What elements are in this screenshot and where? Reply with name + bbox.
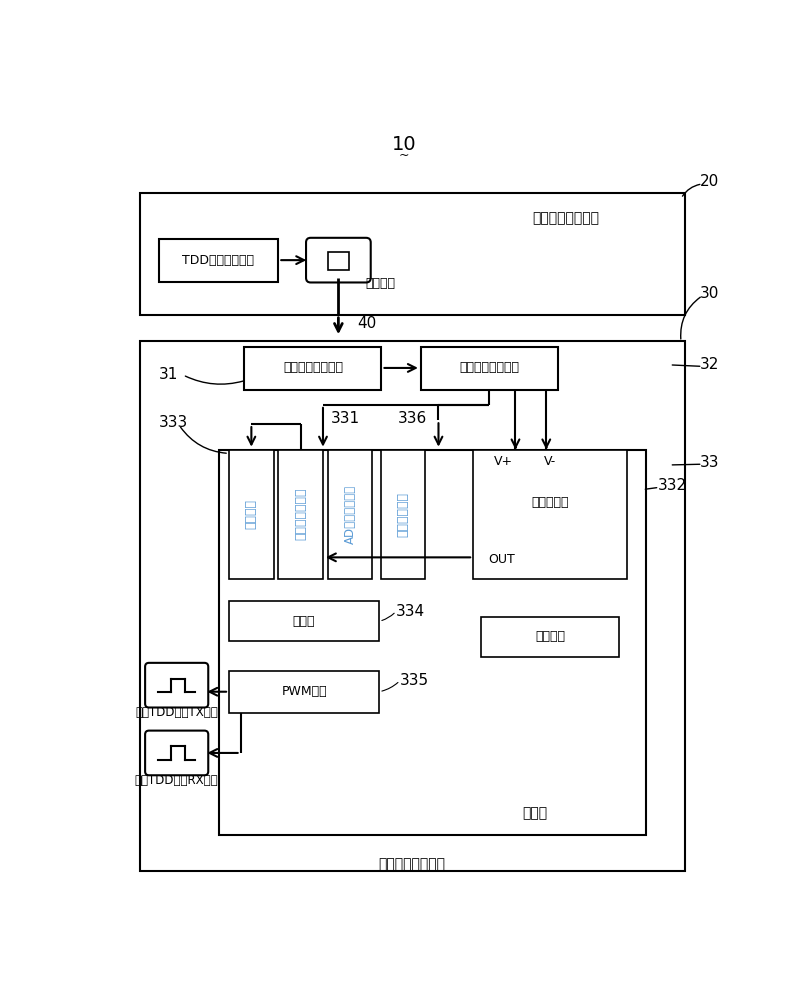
Text: 恢复TDD同步RX信号: 恢复TDD同步RX信号 <box>135 774 218 787</box>
Bar <box>244 347 381 389</box>
Text: 单片机: 单片机 <box>521 806 547 820</box>
Text: 内部比较器输出: 内部比较器输出 <box>294 488 307 540</box>
Text: 内部比较器: 内部比较器 <box>530 496 569 509</box>
Text: 33: 33 <box>699 455 719 470</box>
Text: 射频线缆: 射频线缆 <box>365 277 395 290</box>
Bar <box>140 193 684 315</box>
Bar <box>327 450 371 579</box>
Bar <box>140 341 684 871</box>
Text: 20: 20 <box>699 174 719 189</box>
Bar <box>229 601 379 641</box>
Text: 10: 10 <box>391 135 415 154</box>
Bar <box>420 347 557 389</box>
Text: 332: 332 <box>657 478 686 493</box>
Text: 331: 331 <box>330 411 359 426</box>
FancyBboxPatch shape <box>145 731 208 775</box>
Text: 333: 333 <box>159 415 188 430</box>
Text: 同步信号整形电路: 同步信号整形电路 <box>459 361 519 374</box>
FancyBboxPatch shape <box>145 663 208 708</box>
Text: V+: V+ <box>494 455 513 468</box>
Text: 335: 335 <box>400 673 428 688</box>
Bar <box>229 450 273 579</box>
Text: 30: 30 <box>699 286 719 301</box>
Text: 有源天线远端模块: 有源天线远端模块 <box>378 858 444 872</box>
Bar <box>219 450 646 835</box>
Text: OUT: OUT <box>488 553 515 566</box>
Text: 中断引脚: 中断引脚 <box>245 499 258 529</box>
Bar <box>480 617 619 657</box>
Text: 同步信号检波电路: 同步信号检波电路 <box>282 361 342 374</box>
Bar <box>278 450 323 579</box>
Text: AD检测输入引脚: AD检测输入引脚 <box>343 485 356 544</box>
Bar <box>229 671 379 713</box>
Text: V-: V- <box>543 455 556 468</box>
Text: 31: 31 <box>159 367 178 382</box>
Text: TDD同步信号产生: TDD同步信号产生 <box>182 254 254 267</box>
Bar <box>327 252 349 270</box>
Text: 定时器: 定时器 <box>293 615 315 628</box>
Text: 串口通信: 串口通信 <box>534 630 564 643</box>
Text: 32: 32 <box>699 357 719 372</box>
Bar <box>380 450 425 579</box>
Text: 有源天线近端模块: 有源天线近端模块 <box>531 212 599 226</box>
Text: 恢复TDD同步TX信号: 恢复TDD同步TX信号 <box>135 706 218 719</box>
Text: 调整电压引脚: 调整电压引脚 <box>396 492 409 537</box>
FancyBboxPatch shape <box>306 238 371 282</box>
Text: ~: ~ <box>398 149 409 162</box>
Bar <box>473 450 626 579</box>
Text: 40: 40 <box>357 316 376 331</box>
Text: 334: 334 <box>396 604 425 619</box>
Bar <box>159 239 278 282</box>
Text: PWM模块: PWM模块 <box>281 685 327 698</box>
Text: 336: 336 <box>397 411 427 426</box>
